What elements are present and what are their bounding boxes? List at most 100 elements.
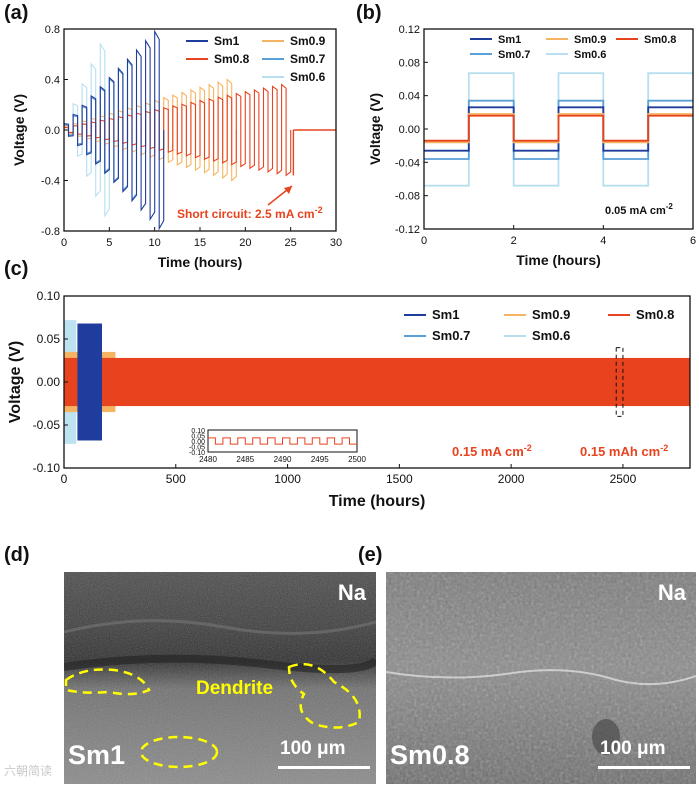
y-axis-label: Voltage (V) [367, 93, 383, 165]
dendrite-outline-1 [64, 668, 151, 696]
y-tick-label: 0.4 [45, 75, 60, 87]
sem-d-scale-text: 100 μm [280, 738, 346, 759]
y-tick-label: 0.00 [399, 124, 420, 136]
dendrite-label: Dendrite [196, 678, 274, 699]
x-tick-label: 500 [166, 472, 186, 486]
annotation-sup: -2 [315, 205, 323, 215]
x-tick-label: 1500 [386, 472, 413, 486]
inset-y-tick-label: 0.00 [191, 439, 205, 446]
x-tick-label: 2000 [498, 472, 525, 486]
sem-texture-d [64, 572, 376, 784]
sem-e-na-label: Na [657, 580, 686, 605]
inset-series [208, 437, 357, 445]
y-tick-label: -0.8 [41, 226, 60, 238]
legend-entry: Sm0.6 [574, 49, 606, 61]
x-tick-label: 5 [106, 237, 112, 249]
watermark: 六朝简读 [4, 764, 53, 778]
legend-entry: Sm0.9 [532, 307, 570, 322]
y-tick-label: -0.10 [33, 461, 61, 475]
inset-x-tick-label: 2500 [348, 455, 366, 464]
sem-d-scale-bar [278, 766, 370, 769]
zoom-box [615, 347, 624, 417]
legend-entry: Sm0.9 [290, 34, 326, 48]
short-circuit-annotation: Short circuit: 2.5 mA cm-2 [177, 205, 323, 221]
x-axis-label: Time (hours) [158, 254, 243, 270]
y-tick-label: -0.04 [395, 157, 420, 169]
sem-d-na-label: Na [337, 580, 366, 605]
y-tick-label: 0.0 [45, 125, 60, 137]
x-tick-label: 6 [690, 235, 696, 247]
legend-entry: Sm0.8 [636, 307, 674, 322]
legend-entry: Sm0.7 [290, 52, 326, 66]
legend-entry: Sm0.6 [290, 70, 326, 84]
x-axis-label: Time (hours) [516, 252, 601, 268]
series-Sm0_8 [424, 114, 693, 142]
x-axis-label: Time (hours) [329, 493, 426, 510]
legend-entry: Sm0.8 [644, 34, 676, 46]
sem-image-sm1: Na Dendrite Sm1 100 μm [64, 572, 376, 784]
x-tick-label: 25 [285, 237, 297, 249]
sem-d-sample-label: Sm1 [68, 740, 126, 770]
chart-b: 0 2 4 6 0.12 0.08 0.04 0.00 -0.04 -0.08 -0.12 Time … [367, 24, 696, 268]
inset-y-tick-label: 0.05 [191, 434, 205, 441]
inset-y-tick-label: -0.10 [189, 450, 205, 457]
dendrite-outline-3 [287, 662, 361, 729]
x-tick-label: 20 [239, 237, 251, 249]
series-Sm1 [64, 29, 165, 231]
x-tick-label: 0 [421, 235, 427, 247]
y-tick-label: -0.4 [41, 176, 60, 188]
dendrite-outline-2 [139, 735, 219, 769]
x-tick-label: 0 [61, 472, 68, 486]
capacity-annotation: 0.15 mAh cm-2 [580, 443, 668, 459]
sem-e-sample-label: Sm0.8 [390, 740, 470, 770]
chart-a: 0 5 10 15 20 25 30 0.8 0.4 0.0 -0.4 -0.8 Time (hours… [11, 24, 342, 270]
annotation-sup: -2 [660, 443, 668, 453]
y-tick-label: 0.10 [37, 289, 61, 303]
x-tick-label: 10 [149, 237, 161, 249]
inset-x-tick-label: 2490 [274, 455, 292, 464]
legend-entry: Sm1 [214, 34, 240, 48]
inset-x-tick-label: 2480 [199, 455, 217, 464]
y-axis-label: Voltage (V) [7, 341, 24, 423]
inset-y-tick-label: -0.05 [189, 445, 205, 452]
series-band-Sm0_8 [64, 357, 690, 407]
x-tick-label: 0 [61, 237, 67, 249]
panel-b-label: (b) [356, 2, 382, 24]
chart-c: 0 500 1000 1500 2000 25000.100.050.00-0.05-0.… [7, 289, 691, 510]
panel-e-label: (e) [358, 544, 383, 566]
y-tick-label: -0.05 [33, 418, 61, 432]
y-tick-label: 0.08 [399, 57, 420, 69]
plot-area [64, 29, 336, 231]
x-tick-label: 30 [330, 237, 342, 249]
legend-entry: Sm1 [432, 307, 459, 322]
panel-c-label: (c) [4, 258, 29, 280]
current-annotation: 0.15 mA cm-2 [452, 443, 532, 459]
sem-e-scale-text: 100 μm [600, 738, 666, 759]
inset-x-tick-label: 2495 [311, 455, 329, 464]
x-tick-label: 15 [194, 237, 206, 249]
sem-image-sm08: Na Sm0.8 100 μm [386, 572, 696, 784]
legend-entry: Sm1 [498, 34, 521, 46]
legend-entry: Sm0.8 [214, 52, 250, 66]
annotation-sup: -2 [666, 202, 674, 211]
y-tick-label: 0.12 [399, 24, 420, 36]
x-tick-label: 4 [600, 235, 606, 247]
legend-entry: Sm0.9 [574, 34, 606, 46]
y-axis-label: Voltage (V) [11, 94, 27, 166]
legend-entry: Sm0.7 [432, 328, 470, 343]
annotation-arrowhead [284, 186, 292, 194]
y-tick-label: -0.12 [395, 224, 420, 236]
legend-entry: Sm0.7 [498, 49, 530, 61]
inset-x-tick-label: 2485 [236, 455, 254, 464]
x-tick-label: 2500 [610, 472, 637, 486]
inset-y-tick-label: 0.10 [191, 428, 205, 435]
current-density-annotation: 0.05 mA cm-2 [605, 202, 673, 217]
y-tick-label: -0.08 [395, 191, 420, 203]
sem-texture-e [386, 572, 696, 784]
panel-a-label: (a) [4, 2, 29, 24]
annotation-sup: -2 [524, 443, 532, 453]
legend-entry: Sm0.6 [532, 328, 570, 343]
sem-e-scale-bar [598, 766, 690, 769]
y-tick-label: 0.05 [37, 332, 61, 346]
x-tick-label: 1000 [274, 472, 301, 486]
